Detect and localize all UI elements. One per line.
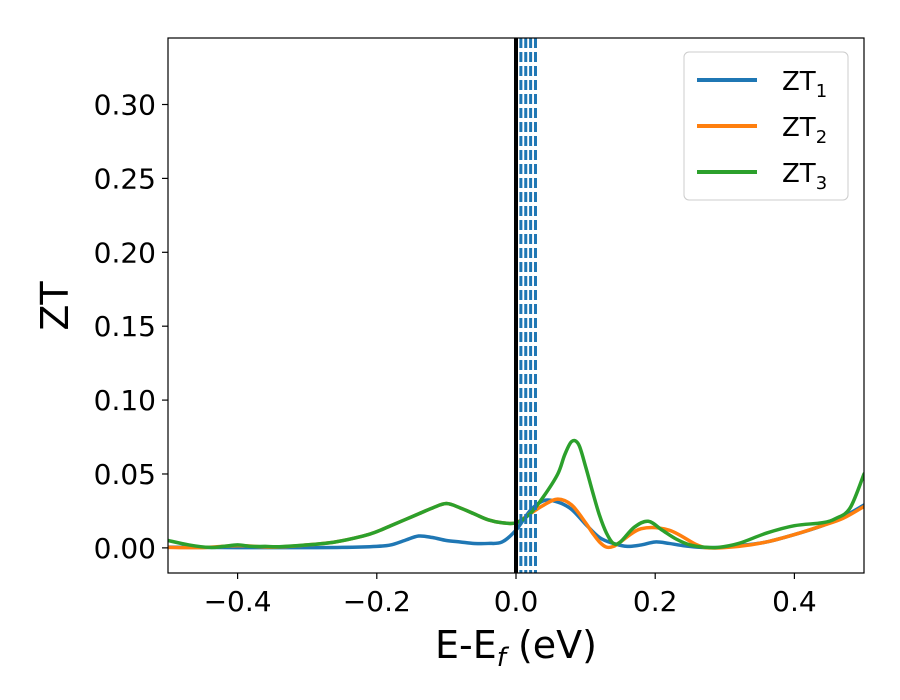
- x-axis-label: E-Ef (eV): [435, 623, 597, 673]
- vertical-lines-layer: [514, 38, 537, 573]
- y-tick-label: 0.00: [94, 532, 156, 565]
- legend-label-zt1: ZT1: [782, 67, 827, 102]
- x-tick-label: −0.2: [343, 585, 411, 618]
- x-tick-label: −0.4: [204, 585, 272, 618]
- legend-box: [683, 51, 849, 201]
- series-line-zt3: [168, 438, 864, 550]
- y-tick-label: 0.15: [94, 310, 156, 343]
- x-tick-label: 0.0: [494, 585, 539, 618]
- legend-label-zt3: ZT3: [782, 159, 827, 194]
- y-tick-label: 0.25: [94, 162, 156, 195]
- y-tick-label: 0.30: [94, 89, 156, 122]
- y-axis-label: ZT: [33, 281, 77, 331]
- x-tick-label: 0.4: [772, 585, 817, 618]
- y-tick-label: 0.05: [94, 458, 156, 491]
- y-tick-label: 0.10: [94, 384, 156, 417]
- y-axis-ticks: 0.00 0.05 0.10 0.15 0.20 0.25 0.30: [94, 89, 168, 565]
- x-axis-ticks: −0.4 −0.2 0.0 0.2 0.4: [204, 573, 817, 618]
- legend-label-zt2: ZT2: [782, 113, 827, 148]
- x-axis-label-main: E-E: [435, 623, 497, 667]
- x-axis-label-unit: (eV): [506, 623, 597, 667]
- legend: ZT1 ZT2 ZT3: [683, 51, 849, 201]
- x-tick-label: 0.2: [633, 585, 678, 618]
- y-tick-label: 0.20: [94, 236, 156, 269]
